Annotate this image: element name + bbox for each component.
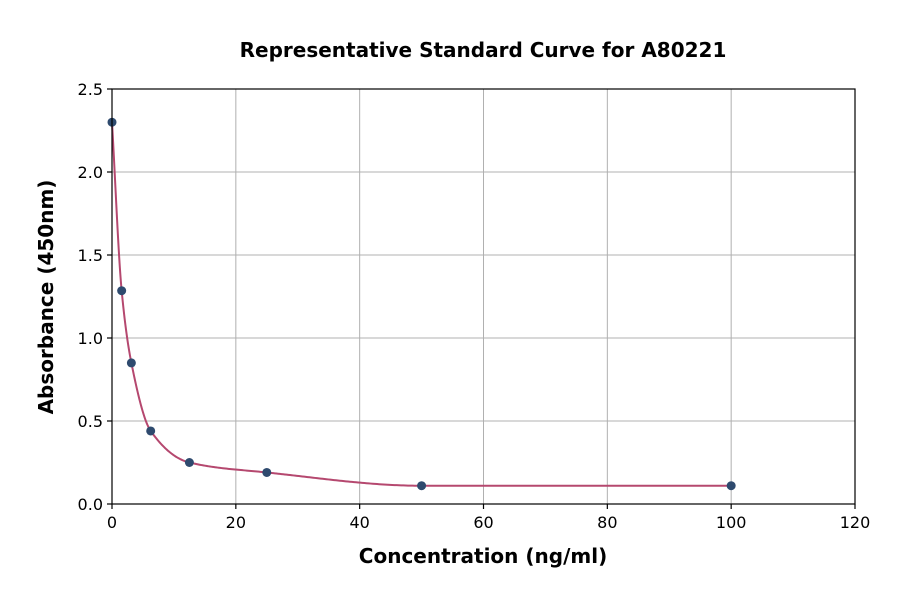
data-point xyxy=(417,481,427,491)
y-tick-label: 0.0 xyxy=(78,495,103,514)
data-point xyxy=(262,467,272,477)
data-point xyxy=(117,286,127,296)
fit-curve xyxy=(111,122,732,487)
x-axis-ticks: 0 20 40 60 80 100 120 xyxy=(107,504,870,532)
y-tick-label: 2.0 xyxy=(78,163,103,182)
grid xyxy=(111,88,856,505)
data-point xyxy=(184,458,194,467)
y-tick-label: 0.5 xyxy=(78,412,103,431)
x-tick-label: 20 xyxy=(226,513,246,532)
chart-title: Representative Standard Curve for A80221 xyxy=(240,38,727,62)
x-tick-label: 0 xyxy=(107,513,117,532)
y-axis-label: Absorbance (450nm) xyxy=(34,180,58,415)
y-axis-ticks: 0.0 0.5 1.0 1.5 2.0 2.5 xyxy=(78,80,112,514)
fit-curve-layer xyxy=(111,122,732,487)
x-tick-label: 80 xyxy=(597,513,617,532)
data-point xyxy=(726,481,736,491)
data-point xyxy=(126,358,136,368)
y-tick-label: 1.0 xyxy=(78,329,103,348)
x-tick-label: 100 xyxy=(716,513,747,532)
y-tick-label: 1.5 xyxy=(78,246,103,265)
x-axis-label: Concentration (ng/ml) xyxy=(359,544,607,568)
data-points xyxy=(107,117,736,491)
x-tick-label: 60 xyxy=(473,513,493,532)
x-tick-label: 40 xyxy=(349,513,369,532)
y-tick-label: 2.5 xyxy=(78,80,103,99)
data-point xyxy=(146,426,156,436)
x-tick-label: 120 xyxy=(840,513,871,532)
